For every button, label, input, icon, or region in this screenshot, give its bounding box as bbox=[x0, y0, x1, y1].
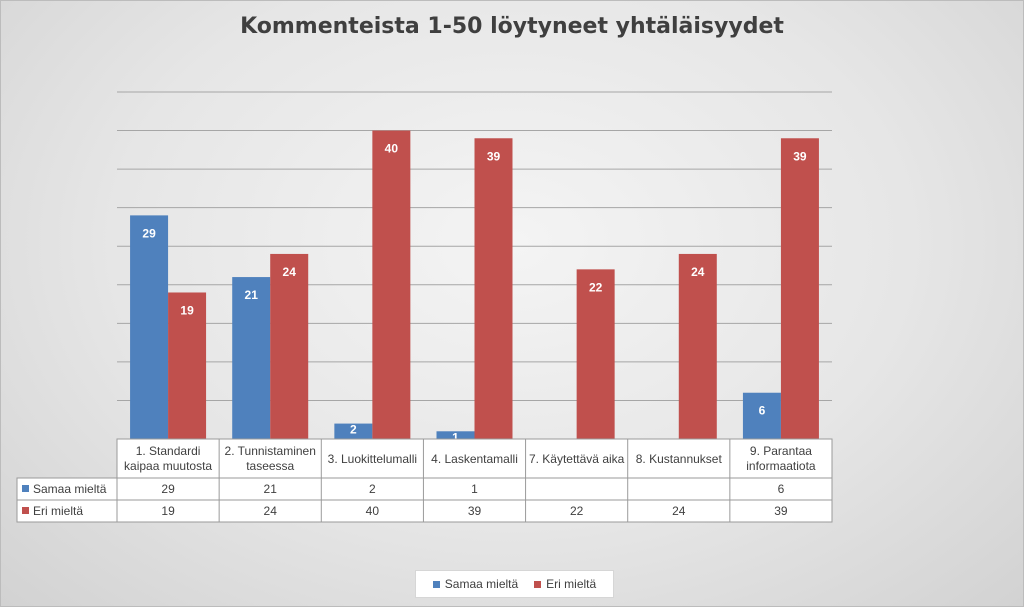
table-series-label: Samaa mieltä bbox=[33, 482, 107, 496]
table-cell-value: 24 bbox=[264, 504, 278, 518]
category-label: informaatiota bbox=[746, 459, 816, 473]
bar-eri bbox=[168, 292, 207, 439]
table-header-bg bbox=[116, 438, 833, 479]
legend-swatch-eri bbox=[534, 580, 542, 588]
bar-eri bbox=[372, 130, 411, 440]
chart-title: Kommenteista 1-50 löytyneet yhtäläisyyde… bbox=[240, 14, 784, 39]
bar-samaa bbox=[334, 423, 373, 439]
data-label: 40 bbox=[385, 142, 399, 156]
bar-samaa bbox=[130, 215, 169, 439]
data-label: 1 bbox=[452, 430, 459, 444]
table-cell-value: 24 bbox=[672, 504, 686, 518]
data-label: 19 bbox=[180, 303, 194, 317]
table-cell-value: 21 bbox=[264, 482, 278, 496]
table-cell-value: 39 bbox=[774, 504, 788, 518]
data-label: 39 bbox=[793, 149, 807, 163]
category-label: kaipaa muutosta bbox=[124, 459, 212, 473]
legend-item-samaa: Samaa mieltä bbox=[432, 577, 519, 591]
data-label: 24 bbox=[691, 265, 705, 279]
table-cell-value: 22 bbox=[570, 504, 584, 518]
bar-samaa bbox=[232, 277, 271, 439]
bar-eri bbox=[678, 253, 717, 439]
table-cell-value: 1 bbox=[471, 482, 478, 496]
data-label: 6 bbox=[759, 404, 766, 418]
legend-swatch-samaa bbox=[432, 580, 440, 588]
category-label: 3. Luokittelumalli bbox=[328, 452, 417, 466]
table-series-label: Eri mieltä bbox=[33, 504, 83, 518]
bar-samaa bbox=[436, 431, 475, 439]
table-cell-value: 40 bbox=[366, 504, 380, 518]
data-label: 2 bbox=[350, 423, 357, 437]
table-cell-value: 39 bbox=[468, 504, 482, 518]
data-label: 21 bbox=[245, 288, 259, 302]
category-label: 9. Parantaa bbox=[750, 444, 812, 458]
category-label: 4. Laskentamalli bbox=[431, 452, 518, 466]
bar-samaa bbox=[742, 392, 781, 439]
bar-eri bbox=[576, 269, 615, 439]
table-series-swatch bbox=[22, 485, 29, 492]
category-label: 7. Käytettävä aika bbox=[529, 452, 625, 466]
legend-label-samaa: Samaa mieltä bbox=[444, 577, 519, 591]
data-label: 39 bbox=[487, 149, 501, 163]
category-label: 2. Tunnistaminen bbox=[225, 444, 316, 458]
category-label: 1. Standardi bbox=[136, 444, 201, 458]
legend-label-eri: Eri mieltä bbox=[546, 577, 597, 591]
data-label: 22 bbox=[589, 280, 603, 294]
table-cell-value: 29 bbox=[161, 482, 175, 496]
bar-eri bbox=[474, 138, 513, 439]
category-label: taseessa bbox=[246, 459, 294, 473]
table-cell-value: 2 bbox=[369, 482, 376, 496]
bar-eri bbox=[780, 138, 819, 439]
table-cell-value: 6 bbox=[778, 482, 785, 496]
legend-item-eri: Eri mieltä bbox=[534, 577, 596, 591]
bar-eri bbox=[270, 253, 309, 439]
legend: Samaa mieltä Eri mieltä bbox=[415, 570, 614, 598]
table-cell-value: 19 bbox=[161, 504, 175, 518]
category-label: 8. Kustannukset bbox=[636, 452, 723, 466]
table-series-swatch bbox=[22, 507, 29, 514]
data-label: 24 bbox=[283, 265, 297, 279]
data-label: 29 bbox=[142, 226, 156, 240]
